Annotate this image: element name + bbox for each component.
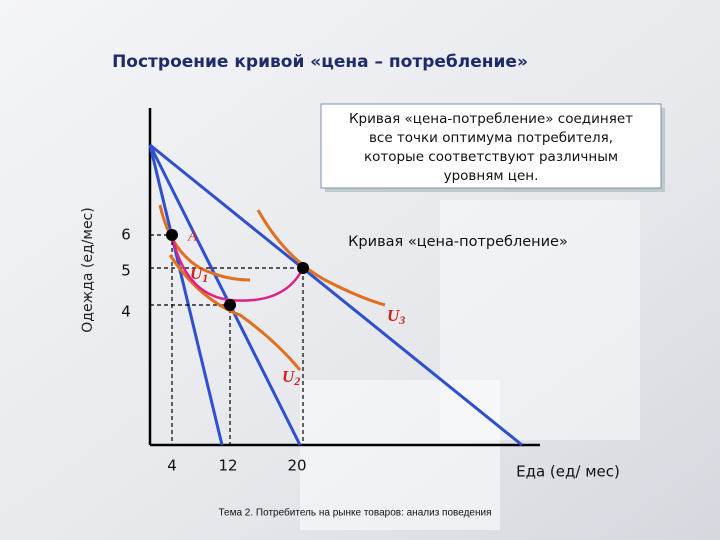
x-tick-label: 20 (287, 457, 306, 475)
indifference-curve (158, 204, 251, 282)
optimum-point (224, 299, 236, 311)
title: Построение кривой «цена – потребление» (112, 52, 528, 72)
curve-index: 3 (398, 313, 405, 327)
optimum-point (297, 262, 309, 274)
curve-index: 2 (293, 374, 300, 388)
curve-letter: U (190, 264, 203, 283)
budget-line (148, 144, 302, 446)
y-axis-label: Одежда (ед/мес) (80, 207, 96, 332)
callout-line: все точки оптимума потребителя, (369, 130, 613, 146)
callout-line: уровням цен. (444, 168, 539, 184)
point-label: A (187, 228, 198, 244)
curve-letter: U (387, 306, 400, 325)
x-tick-label: 12 (218, 457, 237, 475)
curve-name: U3 (387, 306, 405, 327)
footer: Тема 2. Потребитель на рынке товаров: ан… (218, 507, 491, 519)
curve-index: 1 (202, 271, 208, 285)
indifference-curve (168, 254, 302, 371)
x-axis-label: Еда (ед/ мес) (516, 463, 620, 481)
callout (320, 103, 662, 189)
callout-line: которые соответствуют различным (364, 149, 618, 165)
curve-label: Кривая «цена-потребление» (348, 234, 568, 250)
budget-line (149, 143, 523, 447)
bg-block (300, 380, 500, 530)
indifference-curve (256, 209, 386, 307)
curve-name: U1 (190, 264, 208, 285)
y-tick-label: 4 (121, 303, 131, 321)
budget-line (148, 144, 224, 446)
callout-line: Кривая «цена-потребление» соединяет (349, 111, 633, 127)
y-tick-label: 5 (121, 262, 131, 280)
y-tick-label: 6 (121, 226, 131, 244)
x-tick-label: 4 (167, 457, 177, 475)
curve-name: U2 (282, 367, 300, 388)
optimum-point (166, 229, 178, 241)
curve-letter: U (282, 367, 295, 386)
